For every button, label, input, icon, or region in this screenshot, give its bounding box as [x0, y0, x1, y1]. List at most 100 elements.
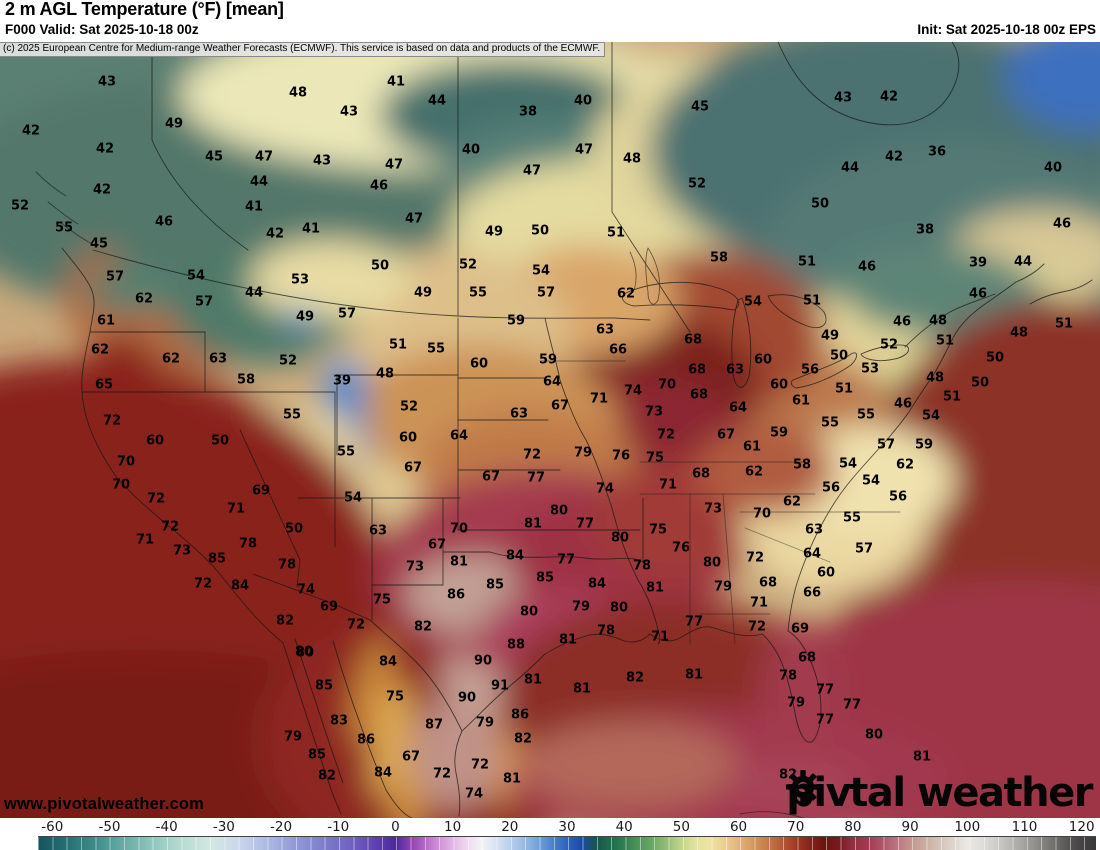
station-temp-value: 78 [277, 557, 297, 573]
colorbar-tick-label: 80 [844, 819, 862, 835]
station-temp-value: 47 [404, 211, 424, 227]
station-temp-value: 74 [595, 481, 615, 497]
station-temp-value: 43 [312, 153, 332, 169]
station-temp-value: 78 [596, 623, 616, 639]
station-temp-value: 48 [622, 151, 642, 167]
station-temp-value: 72 [160, 519, 180, 535]
station-temp-value: 91 [490, 678, 510, 694]
colorbar-tick-label: -40 [155, 819, 178, 835]
station-temp-value: 57 [536, 285, 556, 301]
station-temp-value: 82 [625, 670, 645, 686]
station-temp-value: 52 [278, 353, 298, 369]
station-temp-value: 40 [573, 93, 593, 109]
station-temp-value: 51 [802, 293, 822, 309]
station-temp-value: 84 [378, 654, 398, 670]
station-temp-value: 55 [336, 444, 356, 460]
station-temp-value: 47 [254, 149, 274, 165]
station-temp-value: 81 [572, 681, 592, 697]
station-temp-value: 63 [208, 351, 228, 367]
station-temp-value: 85 [535, 570, 555, 586]
colorbar-tick-label: 70 [787, 819, 805, 835]
station-temp-value: 61 [791, 393, 811, 409]
station-temp-value: 51 [942, 389, 962, 405]
colorbar-tick-label: 50 [672, 819, 690, 835]
map-canvas[interactable]: (c) 2025 European Centre for Medium-rang… [0, 42, 1100, 818]
station-temp-value: 58 [792, 457, 812, 473]
station-temp-value: 87 [424, 717, 444, 733]
station-temp-value: 68 [683, 332, 703, 348]
station-temp-value: 79 [573, 445, 593, 461]
station-temp-value: 56 [888, 489, 908, 505]
station-temp-value: 85 [314, 678, 334, 694]
colorbar-gradient [38, 836, 1096, 850]
station-temp-value: 55 [820, 415, 840, 431]
station-temp-value: 50 [970, 375, 990, 391]
station-temp-value: 80 [702, 555, 722, 571]
station-temp-value: 51 [606, 225, 626, 241]
station-temp-value: 40 [1043, 160, 1063, 176]
station-temp-value: 66 [608, 342, 628, 358]
station-temp-value: 72 [346, 617, 366, 633]
station-temp-value: 51 [935, 333, 955, 349]
station-temp-value: 52 [687, 176, 707, 192]
colorbar-tick-label: 100 [954, 819, 981, 835]
station-temp-value: 68 [797, 650, 817, 666]
station-temp-value: 72 [102, 413, 122, 429]
colorbar-tick-label: 90 [901, 819, 919, 835]
station-temp-value: 47 [574, 142, 594, 158]
valid-time-label: F000 Valid: Sat 2025-10-18 00z [5, 22, 199, 37]
station-temp-value: 39 [332, 373, 352, 389]
station-temp-value: 71 [749, 595, 769, 611]
station-temp-value: 90 [473, 653, 493, 669]
station-temp-value: 54 [186, 268, 206, 284]
temperature-field [0, 42, 1100, 818]
station-temp-value: 64 [802, 546, 822, 562]
station-temp-value: 49 [484, 224, 504, 240]
station-temp-value: 71 [135, 532, 155, 548]
station-temp-value: 47 [522, 163, 542, 179]
station-temp-value: 42 [21, 123, 41, 139]
station-temp-value: 69 [790, 621, 810, 637]
station-temp-value: 80 [295, 645, 315, 661]
colorbar-tick-label: -20 [270, 819, 293, 835]
station-temp-value: 81 [684, 667, 704, 683]
station-temp-value: 82 [275, 613, 295, 629]
station-temp-value: 78 [778, 668, 798, 684]
station-temp-value: 74 [623, 383, 643, 399]
station-temp-value: 86 [510, 707, 530, 723]
station-temp-value: 45 [204, 149, 224, 165]
station-temp-value: 72 [656, 427, 676, 443]
colorbar-tick-label: -30 [212, 819, 235, 835]
station-temp-value: 72 [745, 550, 765, 566]
station-temp-value: 59 [506, 313, 526, 329]
station-temp-value: 81 [523, 516, 543, 532]
station-temp-value: 61 [742, 439, 762, 455]
station-temp-value: 58 [236, 372, 256, 388]
station-temp-value: 59 [538, 352, 558, 368]
station-temp-value: 57 [105, 269, 125, 285]
station-temp-value: 69 [251, 483, 271, 499]
init-time-label: Init: Sat 2025-10-18 00z EPS [917, 22, 1096, 37]
station-temp-value: 68 [758, 575, 778, 591]
station-temp-value: 38 [518, 104, 538, 120]
station-temp-value: 82 [413, 619, 433, 635]
station-temp-value: 71 [226, 501, 246, 517]
colorbar-tick-label: 20 [501, 819, 519, 835]
station-temp-value: 80 [609, 600, 629, 616]
station-temp-value: 64 [728, 400, 748, 416]
station-temp-value: 57 [194, 294, 214, 310]
station-temp-value: 81 [558, 632, 578, 648]
station-temp-value: 76 [671, 540, 691, 556]
station-temp-value: 75 [372, 592, 392, 608]
station-temp-value: 49 [295, 309, 315, 325]
station-temp-value: 75 [385, 689, 405, 705]
station-temp-value: 67 [403, 460, 423, 476]
station-temp-value: 88 [506, 637, 526, 653]
station-temp-value: 81 [449, 554, 469, 570]
station-temp-value: 36 [927, 144, 947, 160]
station-temp-value: 46 [968, 286, 988, 302]
station-temp-value: 43 [97, 74, 117, 90]
station-temp-value: 43 [339, 104, 359, 120]
station-temp-value: 47 [384, 157, 404, 173]
station-temp-value: 43 [833, 90, 853, 106]
